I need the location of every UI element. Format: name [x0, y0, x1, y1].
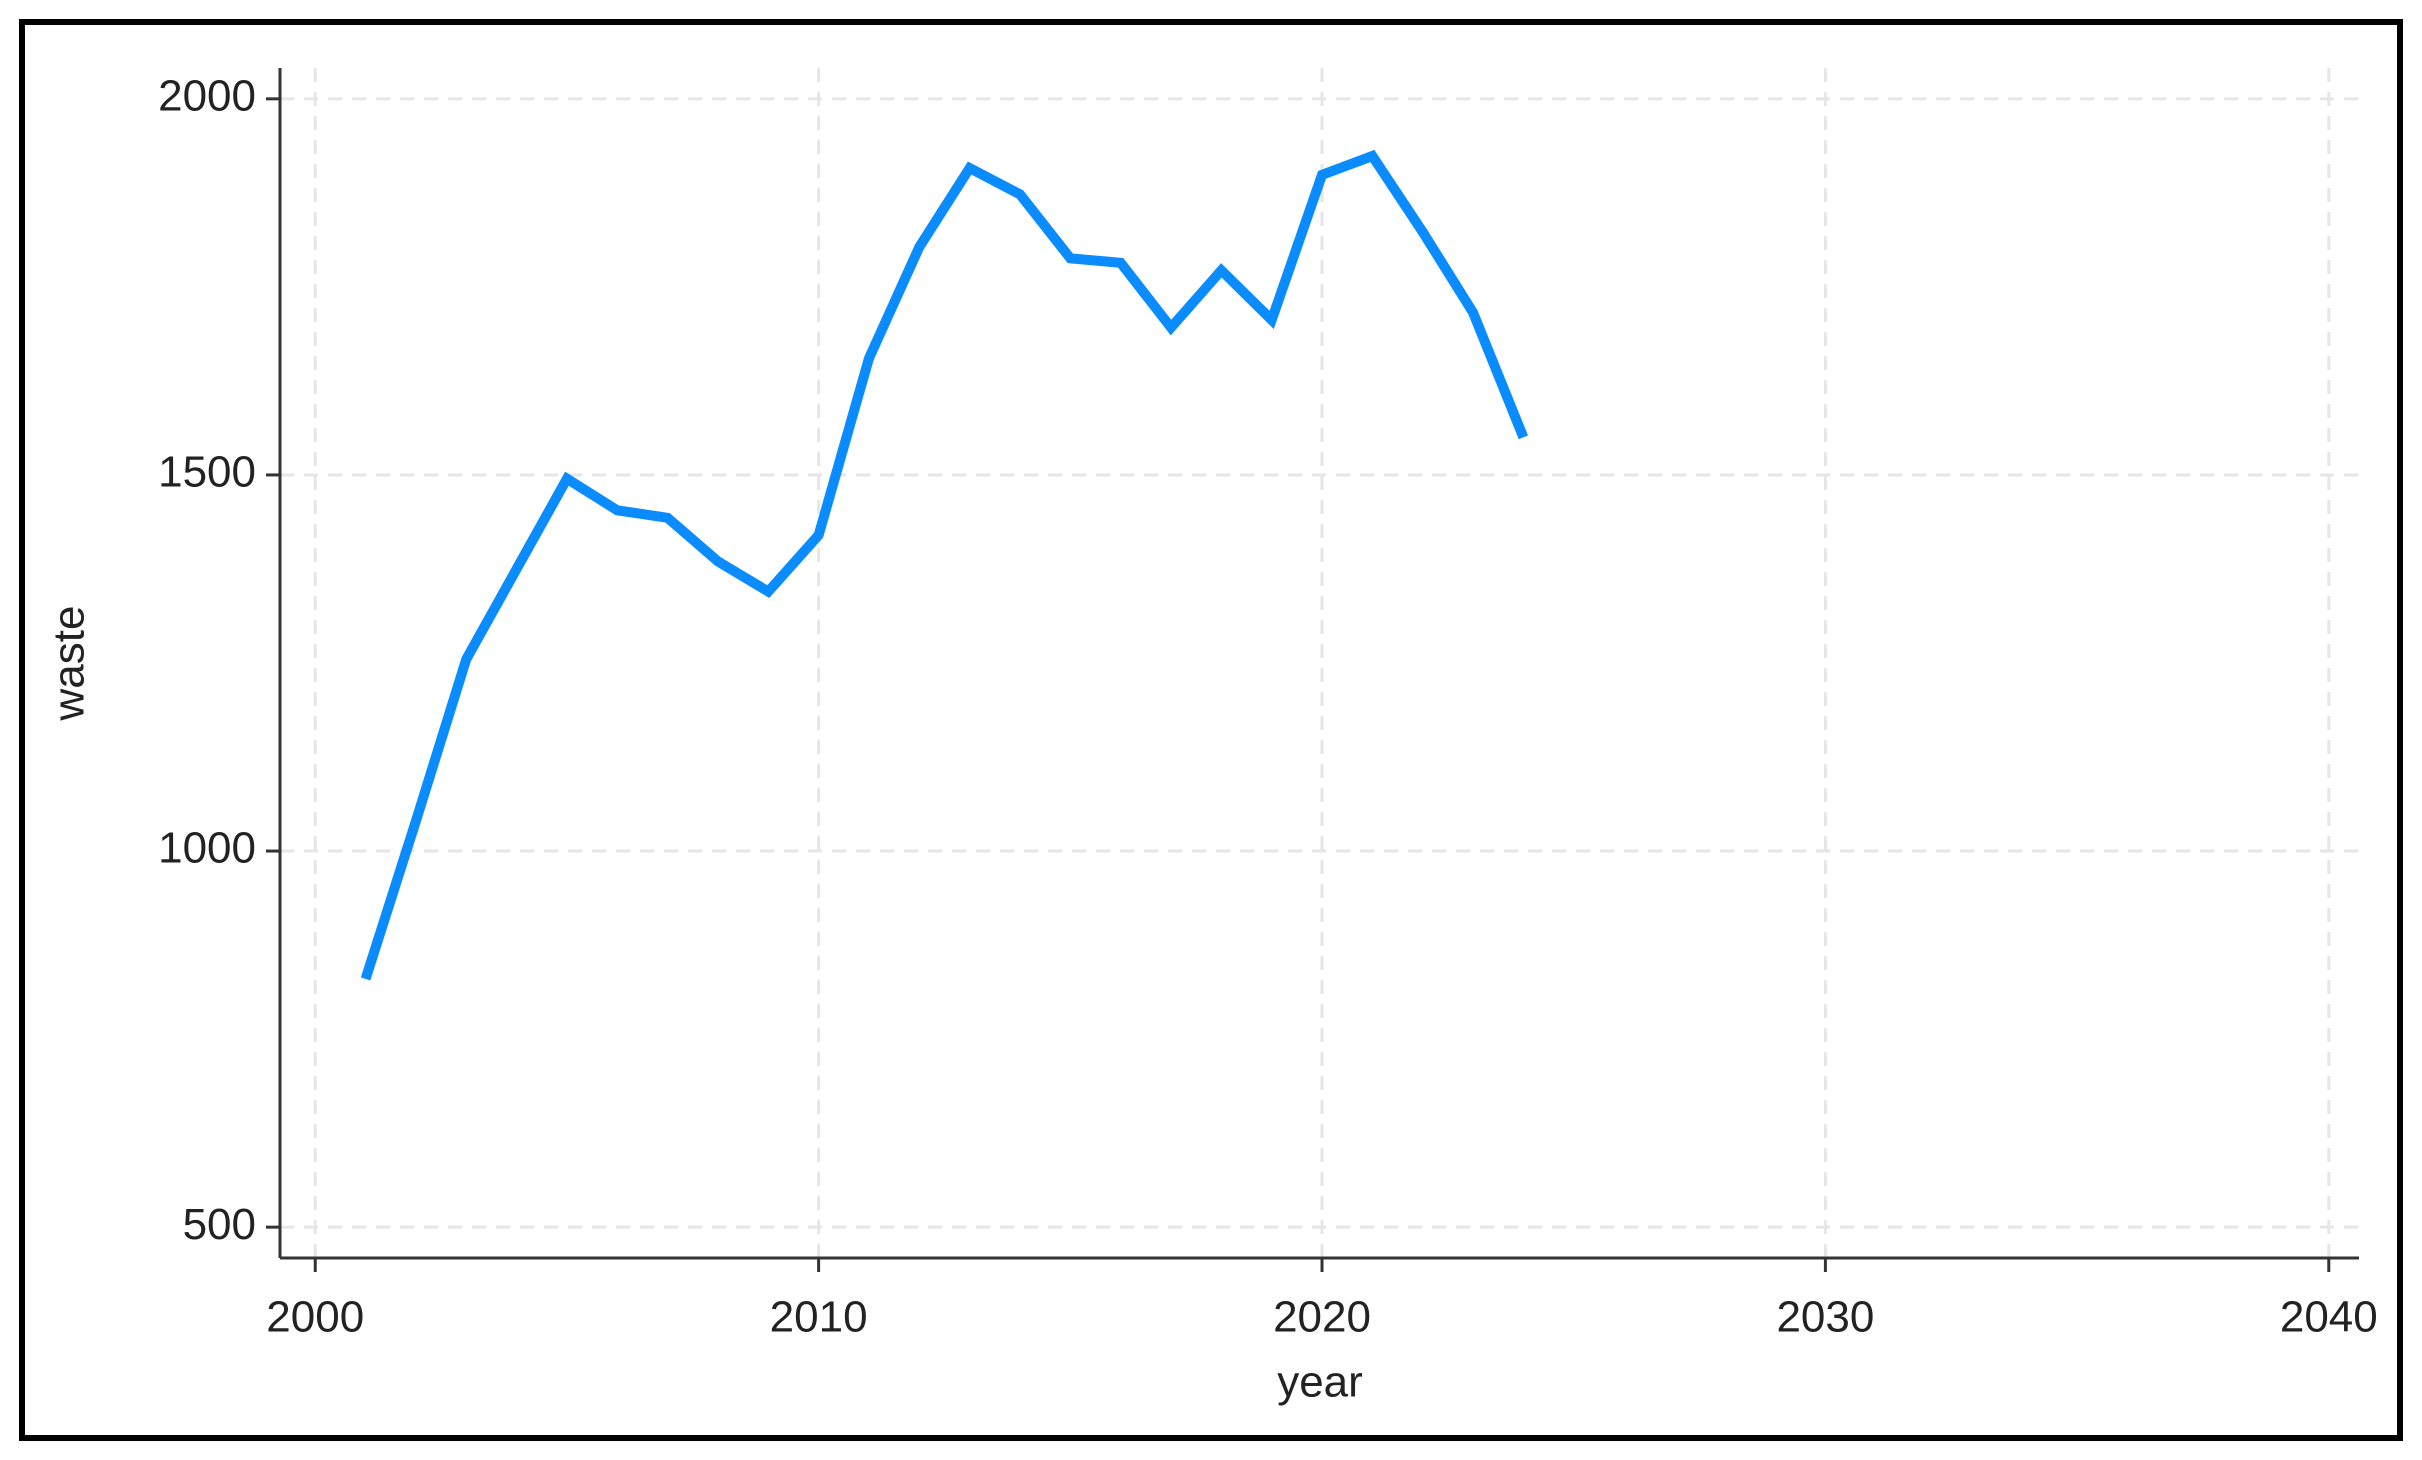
- x-axis-label: year: [1277, 1358, 1363, 1407]
- y-tick-label: 2000: [158, 71, 256, 120]
- y-axis-label: waste: [45, 606, 94, 722]
- x-tick-label: 2010: [770, 1293, 868, 1342]
- data-line: [360, 149, 1529, 981]
- frame: [19, 19, 2403, 1441]
- y-tick-label: 1000: [158, 824, 256, 873]
- x-tick-label: 2030: [1776, 1293, 1874, 1342]
- x-tick-label: 2000: [266, 1293, 364, 1342]
- x-tick-label: 2040: [2280, 1293, 2378, 1342]
- x-tick-label: 2020: [1273, 1293, 1371, 1342]
- y-tick-label: 1500: [158, 448, 256, 497]
- y-tick-label: 500: [183, 1200, 256, 1249]
